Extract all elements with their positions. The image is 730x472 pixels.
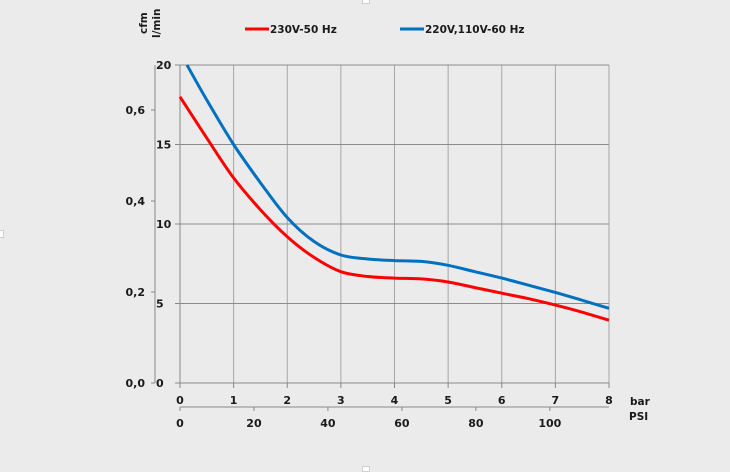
x-tick-label-bar: 4 xyxy=(391,394,399,407)
x-tick-label-psi: 20 xyxy=(246,417,262,430)
y-axis-label-lmin: l/min xyxy=(151,9,163,38)
x-tick-label-psi: 60 xyxy=(394,417,410,430)
legend: 230V-50 Hz 220V,110V-60 Hz xyxy=(245,24,524,36)
y-tick-label-lmin: 0 xyxy=(156,377,164,390)
x-tick-label-bar: 3 xyxy=(337,394,345,407)
x-axis-label-bar: bar xyxy=(630,396,651,408)
selection-handle-left xyxy=(0,230,4,238)
series-line-230v-50hz xyxy=(178,95,610,322)
x-tick-label-psi: 80 xyxy=(468,417,484,430)
legend-label-220v: 220V,110V-60 Hz xyxy=(425,24,524,36)
x-axis-label-psi: PSI xyxy=(629,411,648,423)
x-tick-label-psi: 100 xyxy=(538,417,561,430)
x-tick-label-bar: 5 xyxy=(444,394,452,407)
y-tick-label-cfm: 0,6 xyxy=(126,104,146,117)
x-tick-label-bar: 8 xyxy=(605,394,613,407)
y-axis-label-cfm: cfm xyxy=(138,12,150,34)
y-tick-label-cfm: 0,4 xyxy=(126,195,146,208)
x-tick-label-bar: 0 xyxy=(176,394,184,407)
selection-handle-top xyxy=(362,0,370,4)
y-tick-label-lmin: 15 xyxy=(156,139,171,152)
series-lines xyxy=(178,64,610,322)
axis-labels: cfm l/min bar PSI xyxy=(138,9,651,423)
y-tick-label-lmin: 10 xyxy=(156,218,172,231)
legend-label-230v: 230V-50 Hz xyxy=(270,24,337,36)
x-tick-label-psi: 40 xyxy=(320,417,336,430)
x-tick-label-psi: 0 xyxy=(176,417,184,430)
x-tick-label-bar: 6 xyxy=(498,394,506,407)
y-tick-label-lmin: 5 xyxy=(156,298,164,311)
x-tick-label-bar: 7 xyxy=(552,394,560,407)
y-tick-label-cfm: 0,0 xyxy=(126,377,146,390)
grid xyxy=(180,64,610,383)
x-tick-label-bar: 2 xyxy=(283,394,291,407)
x-tick-label-bar: 1 xyxy=(230,394,238,407)
y-tick-label-cfm: 0,2 xyxy=(126,286,146,299)
series-line-220v-110v-60hz xyxy=(185,64,610,310)
y-tick-label-lmin: 20 xyxy=(156,59,172,72)
